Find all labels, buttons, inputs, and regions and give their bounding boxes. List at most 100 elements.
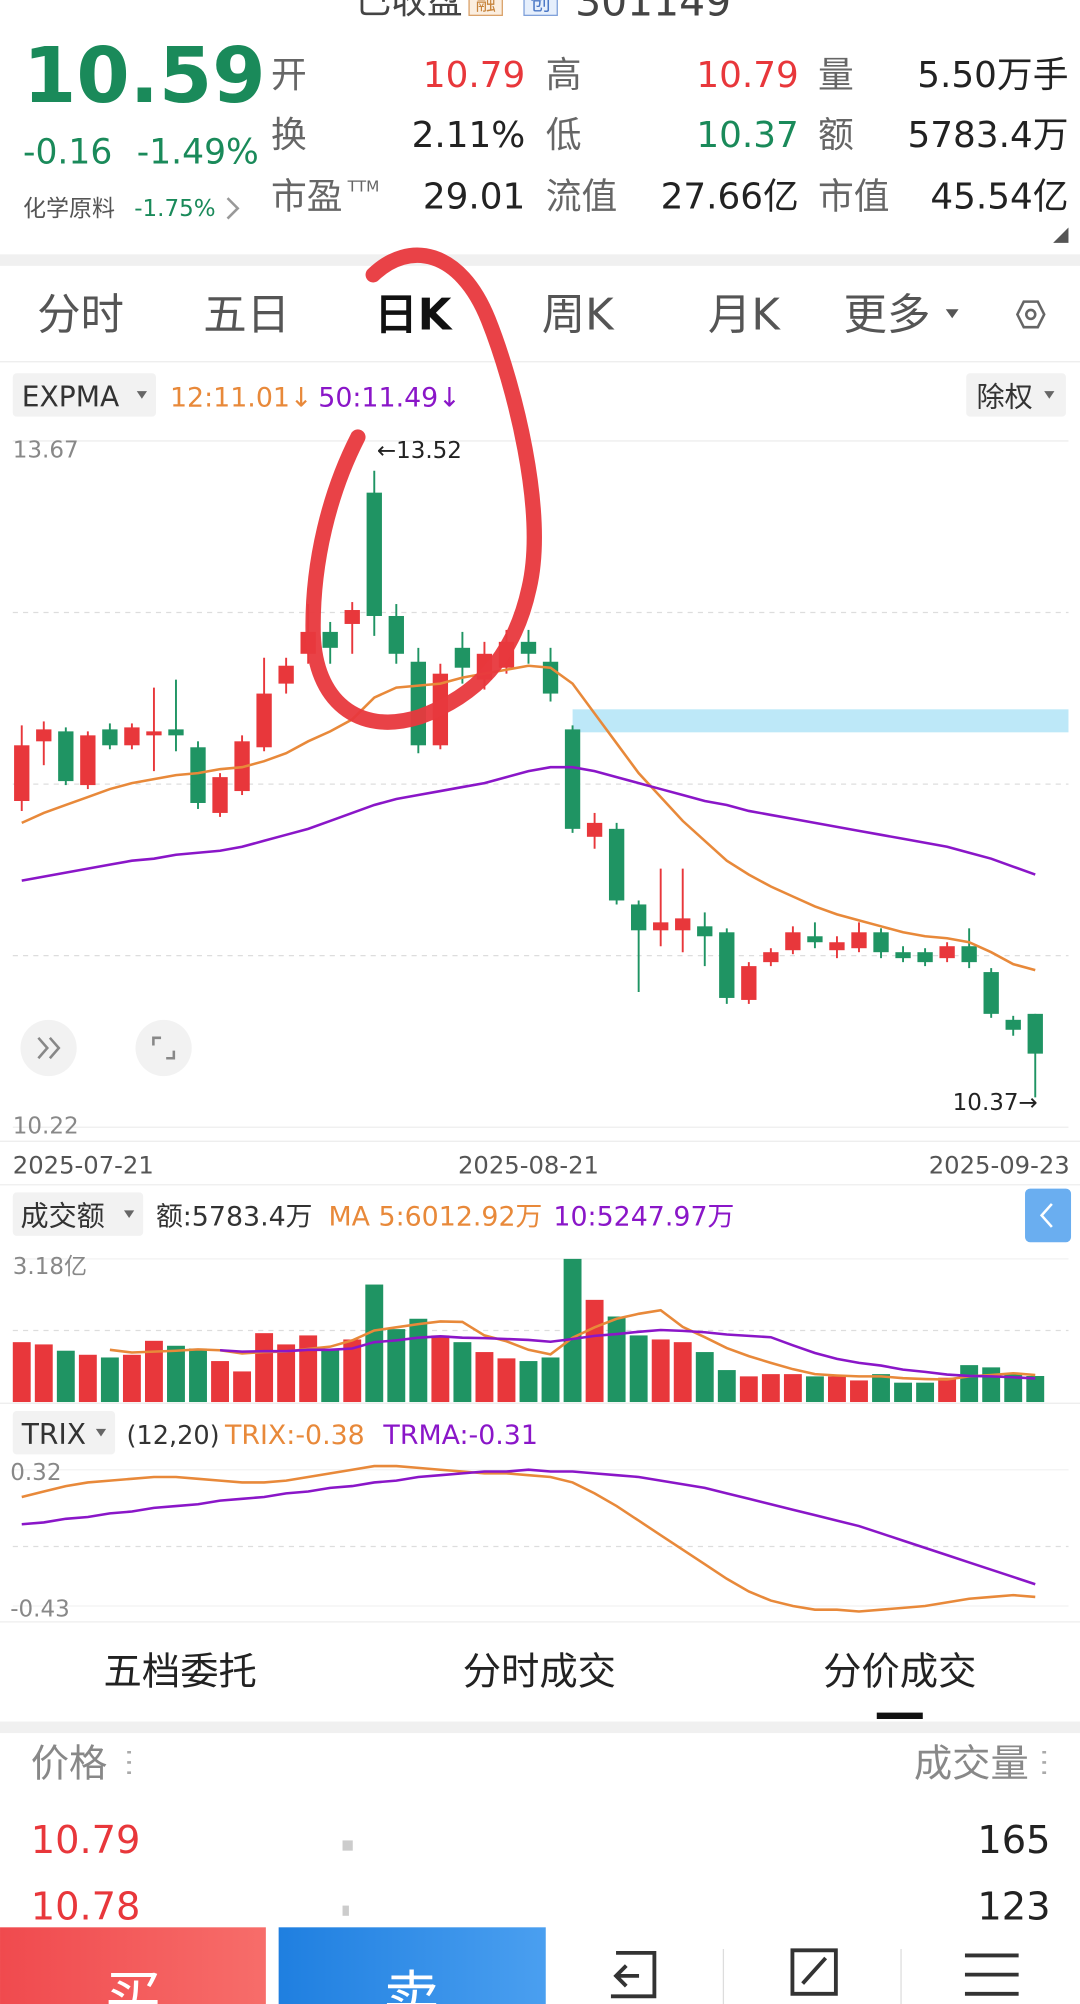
undo-icon[interactable] (610, 1950, 657, 1999)
legend-entry: TRIX:-0.38 (224, 1420, 365, 1451)
sell-button[interactable] (278, 1927, 546, 2004)
table-volume: 123 (977, 1885, 1050, 1930)
volume-bar (872, 1374, 890, 1403)
tab[interactable]: 月K (708, 291, 781, 341)
sector[interactable]: 化学原料 (23, 196, 115, 222)
field-label: 额 (818, 115, 854, 156)
indicator-line (21, 765, 1036, 882)
min-annotation: 10.37→ (953, 1090, 1038, 1116)
candle-body (102, 729, 118, 746)
volume-bar (982, 1367, 1001, 1403)
field-value: 5.50万手 (917, 55, 1068, 96)
badge-box (468, 0, 503, 16)
indicator-select[interactable] (12, 373, 156, 417)
volume-bar (828, 1376, 846, 1403)
candle-body (454, 647, 471, 668)
change: -0.16 (23, 133, 112, 173)
volume-bar (299, 1335, 318, 1403)
price: 10.59 (23, 32, 266, 121)
tab[interactable]: 分时 (37, 291, 124, 341)
volume-bar (629, 1335, 648, 1403)
volume-bar (189, 1348, 207, 1403)
candle-body (124, 727, 140, 746)
x-tick-label: 2025-07-21 (13, 1150, 154, 1179)
volume-bar (321, 1348, 340, 1403)
volume-bar (453, 1342, 472, 1403)
table-price: 10.79 (31, 1818, 141, 1863)
field-value: 10.37 (696, 115, 798, 156)
market-status: 已收盘 (355, 0, 462, 22)
y-tick-label: 10.22 (13, 1114, 79, 1140)
drawn-band (572, 709, 1069, 733)
trade-tab[interactable]: 五档委托 (104, 1649, 257, 1694)
tab-active[interactable]: 日K (374, 291, 452, 341)
field-label: 低 (546, 115, 582, 156)
field-sup: TTM (347, 178, 380, 196)
indicator-select[interactable] (12, 1192, 144, 1236)
sell-label: 卖 (383, 1966, 439, 2004)
volume-bar (56, 1350, 75, 1403)
trade-tab[interactable]: 分时成交 (463, 1649, 616, 1694)
volume-bar (12, 1342, 31, 1403)
settings-icon[interactable] (1015, 300, 1046, 329)
table-header: 成交量 (914, 1742, 1029, 1787)
indicator-line (21, 1464, 1036, 1613)
y-tick-label: -0.43 (10, 1596, 70, 1622)
field-value: 2.11% (412, 115, 526, 156)
field-label: 市盈 (271, 176, 343, 217)
separator (0, 1721, 1080, 1734)
candle-body (344, 610, 360, 624)
tab[interactable]: 五日 (203, 291, 290, 341)
field-label: 高 (546, 55, 582, 96)
legend-entry: MA 5:6012.92万 (328, 1202, 542, 1233)
draw-icon[interactable] (790, 1948, 838, 1996)
volume-bar-hint (342, 1905, 349, 1916)
volume-bar (916, 1382, 935, 1403)
dropdown-caret (1044, 391, 1055, 399)
candle-body (564, 729, 581, 829)
tab[interactable]: 周K (542, 291, 615, 341)
candle-body (807, 936, 823, 943)
tab[interactable]: 更多 (844, 291, 931, 341)
menu-icon[interactable] (964, 1953, 1019, 1996)
legend-entry: 50:11.49↓ (318, 382, 460, 413)
side-tab[interactable] (1025, 1188, 1072, 1243)
field-value: 27.66亿 (661, 176, 799, 217)
fullscreen-button[interactable] (135, 1019, 192, 1077)
period-tabs: 分时 五日 日K 周K 月K 更多 (37, 291, 930, 341)
candle-body (741, 966, 757, 1000)
badge-box (523, 0, 558, 16)
field-value: 45.54亿 (930, 176, 1068, 217)
legend-entry: 12:11.01↓ (170, 382, 312, 413)
dropdown-caret (95, 1428, 107, 1437)
candle-body (190, 747, 206, 803)
candle-body (653, 922, 669, 931)
volume-bar (739, 1376, 758, 1403)
buy-button[interactable] (0, 1927, 266, 2004)
trade-tab-active[interactable]: 分价成交 (823, 1649, 976, 1694)
field-label: 市值 (818, 176, 890, 217)
volume-bar (585, 1299, 604, 1403)
adjust-select[interactable] (966, 373, 1066, 417)
field-label: 量 (818, 55, 854, 96)
candle-body (58, 731, 74, 782)
change-pct: -1.49% (137, 133, 259, 173)
indicator-select[interactable] (12, 1410, 116, 1455)
candle-body (388, 615, 404, 654)
dropdown-caret (945, 309, 959, 319)
candle-body (829, 942, 845, 951)
candle-body (322, 631, 338, 648)
chevron (226, 197, 240, 220)
table-price: 10.78 (31, 1885, 141, 1930)
candle-body (697, 926, 713, 937)
candle-body (983, 972, 999, 1014)
indicator-name: TRIX (21, 1418, 86, 1451)
settings-icon-dot (1025, 308, 1037, 321)
indicator-line (219, 1328, 1036, 1380)
candle-body (675, 918, 691, 931)
sector-change: -1.75% (134, 196, 215, 222)
y-tick-label: 0.32 (10, 1460, 61, 1486)
volume-bar (387, 1329, 406, 1403)
indicator-line (21, 664, 1036, 972)
